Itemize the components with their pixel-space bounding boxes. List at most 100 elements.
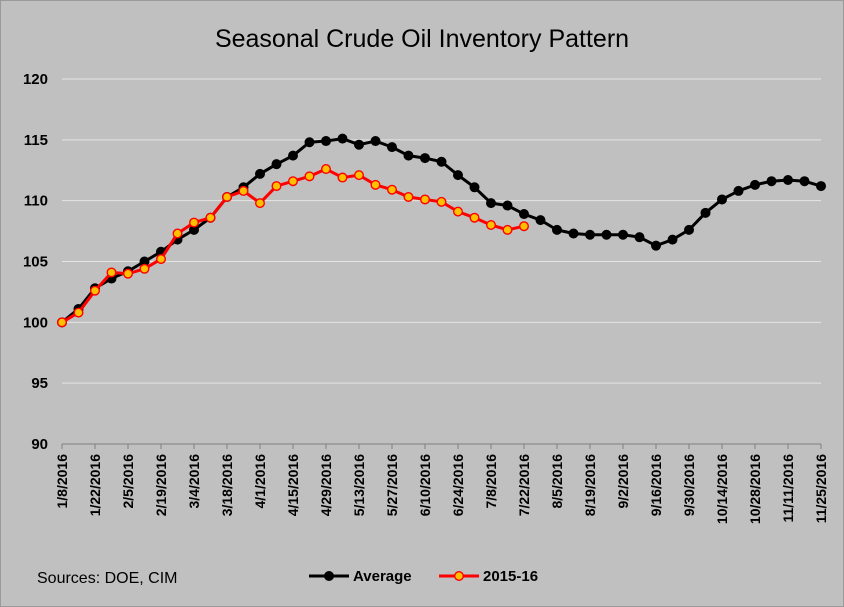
data-point	[221, 192, 232, 203]
x-tick-label: 7/8/2016	[483, 454, 499, 509]
data-point	[73, 307, 84, 318]
data-point	[106, 267, 117, 278]
data-point	[288, 150, 299, 161]
data-point	[585, 229, 596, 240]
legend-marker	[454, 571, 465, 582]
y-tick-labels: 90 95 100 105 110 115 120	[23, 71, 48, 453]
data-point	[387, 142, 398, 153]
x-tick-label: 3/18/2016	[219, 454, 235, 516]
series-0	[57, 133, 827, 328]
data-point	[519, 221, 530, 232]
data-point	[354, 139, 365, 150]
x-tick-label: 1/8/2016	[54, 454, 70, 509]
data-point	[469, 182, 480, 193]
data-point	[667, 234, 678, 245]
y-tick-label: 90	[31, 436, 48, 453]
series-lines	[57, 133, 827, 328]
data-point	[750, 179, 761, 190]
legend-label: Average	[353, 568, 412, 585]
data-point	[321, 164, 332, 175]
data-point	[139, 263, 150, 274]
x-tick-label: 5/13/2016	[351, 454, 367, 516]
x-tick-label: 8/5/2016	[549, 454, 565, 509]
x-tick-label: 6/10/2016	[417, 454, 433, 516]
grid-lines	[62, 78, 821, 384]
data-point	[57, 317, 68, 328]
x-tick-label: 9/30/2016	[681, 454, 697, 516]
data-point	[552, 224, 563, 235]
data-point	[172, 228, 183, 239]
data-point	[370, 136, 381, 147]
data-point	[403, 150, 414, 161]
x-tick-label: 4/1/2016	[252, 454, 268, 509]
data-point	[502, 224, 513, 235]
y-tick-label: 105	[23, 254, 48, 271]
data-point	[188, 217, 199, 228]
data-point	[387, 184, 398, 195]
data-point	[436, 196, 447, 207]
source-note: Sources: DOE, CIM	[37, 570, 177, 587]
chart-title: Seasonal Crude Oil Inventory Pattern	[215, 25, 629, 53]
legend-label: 2015-16	[483, 568, 538, 585]
data-point	[271, 181, 282, 192]
data-point	[271, 159, 282, 170]
data-point	[420, 194, 431, 205]
data-point	[651, 240, 662, 251]
data-point	[568, 228, 579, 239]
data-point	[502, 200, 513, 211]
x-tick-label: 9/16/2016	[648, 454, 664, 516]
series-1	[57, 164, 530, 328]
x-tick-label: 11/25/2016	[813, 454, 829, 524]
y-tick-label: 100	[23, 314, 48, 331]
data-point	[370, 179, 381, 190]
x-tick-label: 4/15/2016	[285, 454, 301, 516]
data-point	[155, 254, 166, 265]
x-tick-label: 1/22/2016	[87, 454, 103, 516]
legend-marker	[324, 571, 335, 582]
data-point	[254, 168, 265, 179]
data-point	[618, 229, 629, 240]
x-tick-label: 8/19/2016	[582, 454, 598, 516]
data-point	[453, 206, 464, 217]
data-point	[304, 171, 315, 182]
data-point	[486, 219, 497, 230]
data-point	[684, 224, 695, 235]
x-tick-labels: 1/8/2016 1/22/2016 2/5/2016 2/19/2016 3/4/20…	[54, 454, 829, 524]
data-point	[733, 185, 744, 196]
data-point	[321, 136, 332, 147]
x-tick-label: 9/2/2016	[615, 454, 631, 509]
data-point	[519, 209, 530, 220]
data-point	[469, 212, 480, 223]
data-point	[799, 176, 810, 187]
series-line	[61, 167, 525, 324]
data-point	[601, 229, 612, 240]
data-point	[354, 170, 365, 181]
data-point	[486, 198, 497, 209]
data-point	[337, 133, 348, 144]
data-point	[783, 174, 794, 185]
x-tick-label: 10/14/2016	[714, 454, 730, 524]
data-point	[288, 176, 299, 187]
x-tick-label: 11/11/2016	[780, 454, 796, 523]
data-point	[337, 172, 348, 183]
y-tick-label: 120	[23, 71, 48, 88]
x-tick-label: 5/27/2016	[384, 454, 400, 516]
data-point	[420, 153, 431, 164]
data-point	[436, 156, 447, 167]
y-tick-label: 115	[24, 132, 48, 149]
data-point	[254, 198, 265, 209]
data-point	[535, 215, 546, 226]
data-point	[717, 194, 728, 205]
y-tick-label: 95	[31, 375, 48, 392]
data-point	[89, 285, 100, 296]
y-tick-label: 110	[24, 193, 48, 210]
legend: Average 2015-16	[309, 568, 538, 585]
x-tick-label: 2/5/2016	[120, 454, 136, 509]
data-point	[304, 137, 315, 148]
data-point	[700, 207, 711, 218]
x-tick-label: 10/28/2016	[747, 454, 763, 524]
x-tick-label: 4/29/2016	[318, 454, 334, 516]
x-tick-label: 3/4/2016	[186, 454, 202, 509]
data-point	[403, 192, 414, 203]
data-point	[205, 212, 216, 223]
